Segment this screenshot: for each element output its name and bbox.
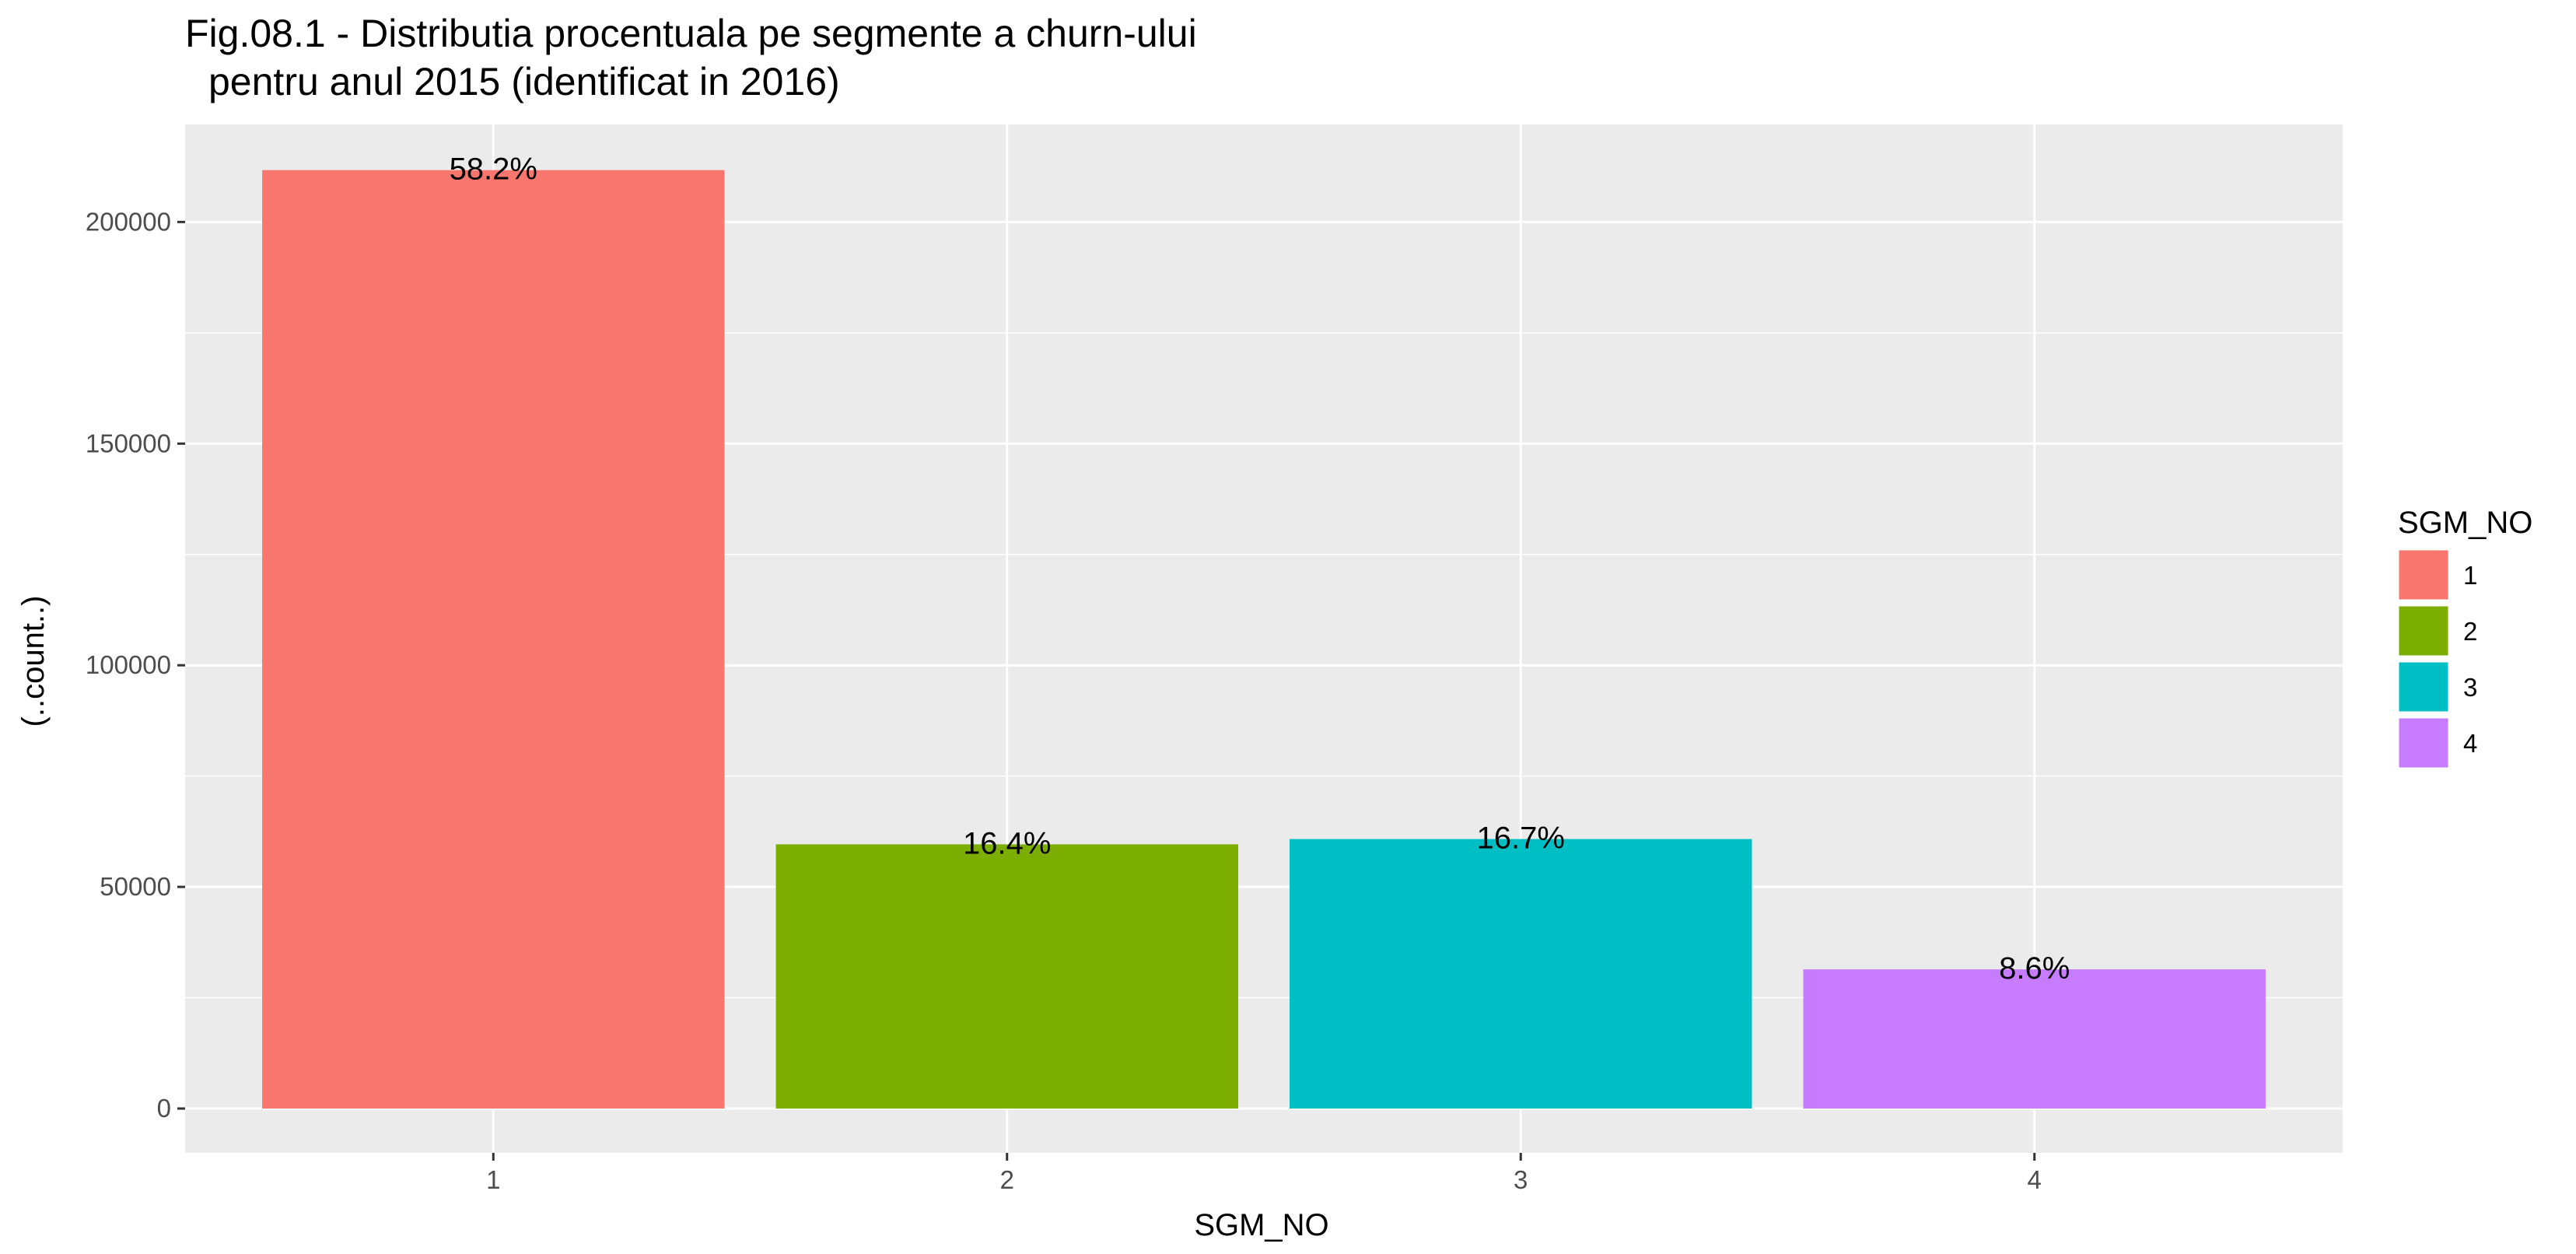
bar-data-label: 16.7% [1477,821,1565,856]
legend-label: 1 [2463,561,2477,590]
chart-title: Fig.08.1 - Distributia procentuala pe se… [185,12,1197,55]
chart-subtitle: pentru anul 2015 (identificat in 2016) [208,60,840,103]
y-tick-label: 50000 [100,872,171,901]
bar [775,844,1238,1109]
x-tick-label: 1 [486,1165,500,1194]
x-axis: 1 2 3 4 [486,1153,2042,1194]
legend-label: 2 [2463,617,2477,646]
y-axis: 0 50000 100000 150000 200000 [86,207,185,1123]
bar-series: 58.2% 16.4% 16.7% 8.6% [262,152,2266,1109]
bar [262,170,725,1109]
y-tick-label: 0 [157,1094,171,1123]
y-axis-title: (..count..) [16,596,51,727]
y-tick-label: 200000 [86,207,171,236]
bar [1803,969,2266,1109]
legend-key [2396,660,2451,714]
legend-title: SGM_NO [2398,506,2532,540]
legend-label: 3 [2463,673,2477,702]
legend: SGM_NO 1 2 3 4 [2396,506,2532,770]
y-tick-label: 100000 [86,650,171,679]
legend-label: 4 [2463,729,2477,758]
legend-key [2396,604,2451,658]
legend-key [2396,716,2451,770]
bar-data-label: 58.2% [450,152,537,187]
y-tick-label: 150000 [86,429,171,457]
legend-key [2396,548,2451,602]
x-tick-label: 4 [2028,1165,2042,1194]
bar-data-label: 8.6% [1999,951,2070,986]
bar [1290,839,1752,1109]
x-axis-title: SGM_NO [1194,1208,1328,1242]
bar-data-label: 16.4% [963,826,1051,860]
x-tick-label: 2 [1000,1165,1014,1194]
x-tick-label: 3 [1514,1165,1528,1194]
